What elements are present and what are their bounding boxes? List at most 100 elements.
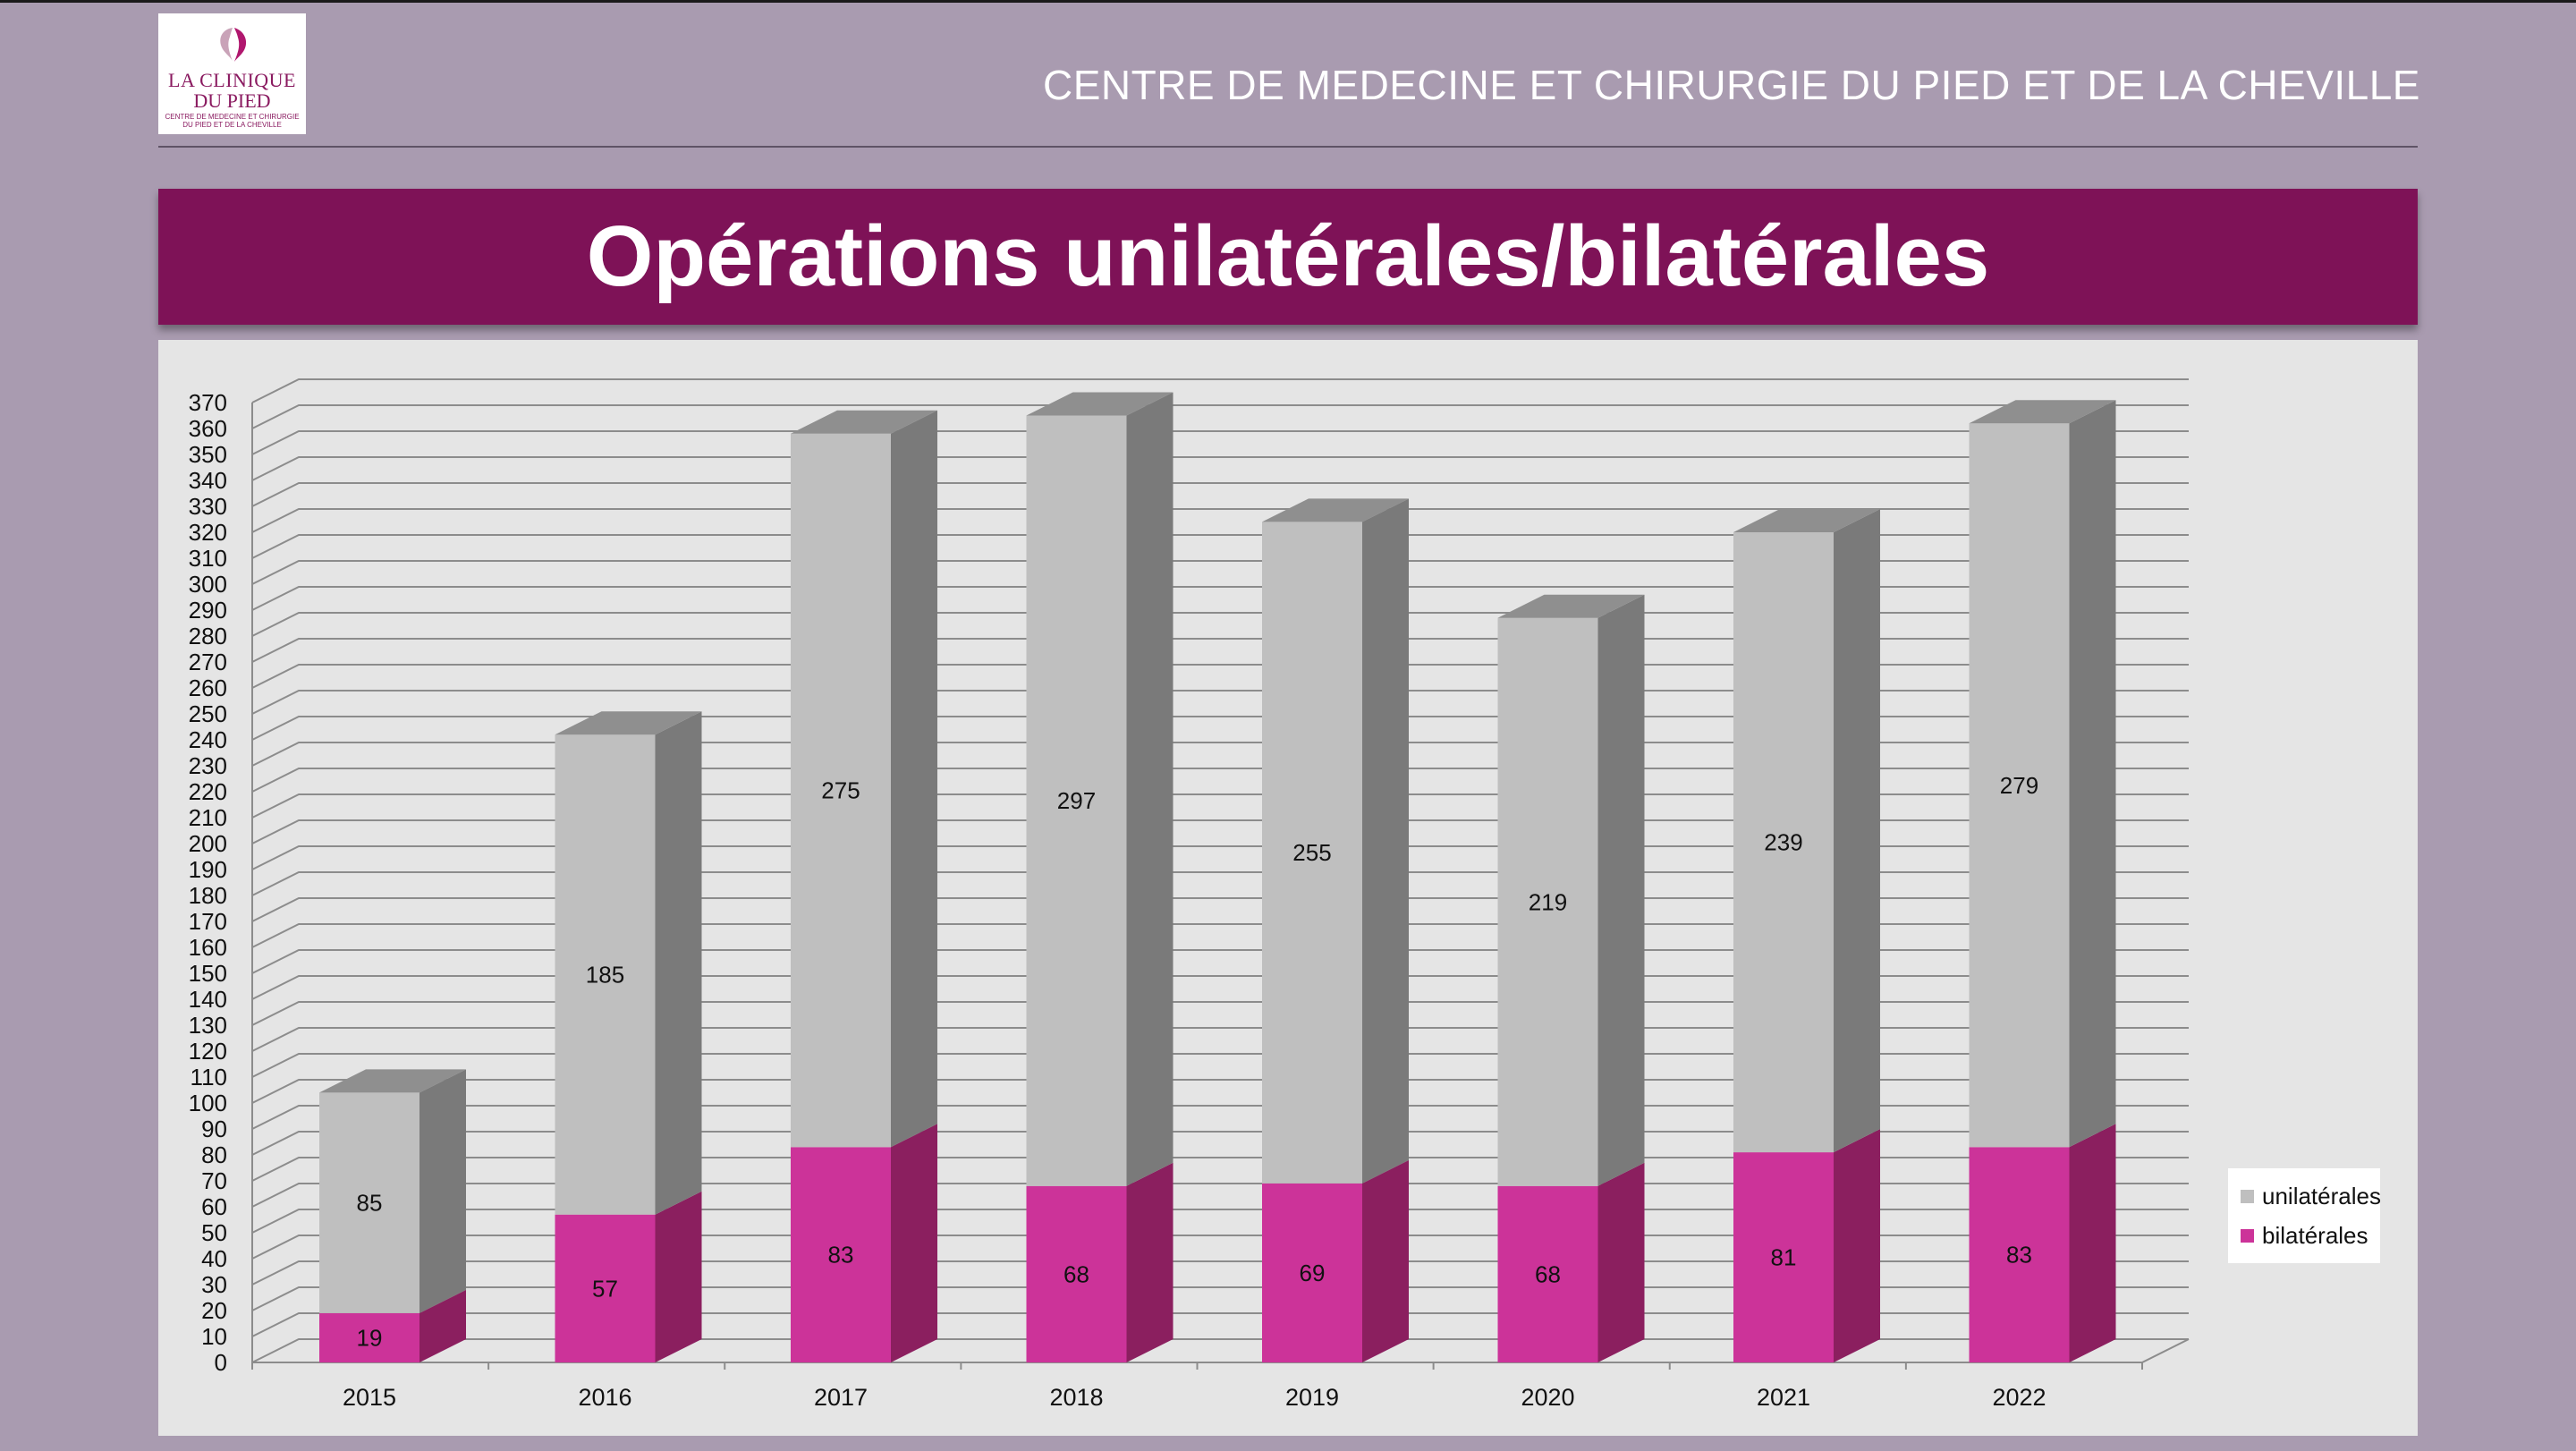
y-tick-label: 350 bbox=[189, 441, 227, 468]
y-tick-label: 160 bbox=[189, 934, 227, 961]
title-banner: Opérations unilatérales/bilatérales bbox=[158, 189, 2418, 325]
bar-bilateral bbox=[319, 1312, 419, 1362]
gridline bbox=[251, 1131, 2189, 1156]
gridline bbox=[251, 1105, 2189, 1130]
gridline bbox=[251, 742, 2189, 767]
gridline bbox=[251, 430, 2189, 455]
bar-bilateral-side bbox=[1126, 1162, 1174, 1362]
gridline bbox=[251, 1079, 2189, 1104]
y-tick-label: 0 bbox=[215, 1349, 227, 1376]
y-tick-label: 300 bbox=[189, 571, 227, 598]
y-tick-label: 80 bbox=[201, 1141, 227, 1168]
gridline bbox=[251, 897, 2189, 922]
logo-subtitle-1: CENTRE DE MEDECINE ET CHIRURGIE bbox=[165, 113, 300, 121]
gridline bbox=[251, 664, 2189, 689]
gridline bbox=[251, 1312, 2189, 1337]
gridline bbox=[251, 1286, 2189, 1311]
gridline bbox=[251, 793, 2189, 819]
y-tick-label: 290 bbox=[189, 597, 227, 624]
y-tick-label: 110 bbox=[191, 1064, 227, 1090]
x-tick-label: 2017 bbox=[814, 1384, 868, 1411]
y-tick-label: 10 bbox=[201, 1323, 227, 1350]
gridline bbox=[251, 845, 2189, 870]
bar-bilateral bbox=[1969, 1147, 2070, 1362]
y-tick-label: 30 bbox=[201, 1271, 227, 1298]
y-tick-label: 130 bbox=[189, 1012, 227, 1039]
chart-panel: 0 10 20 30 40 50 60 70 80 90 100 110 120 130 140 150 160… bbox=[158, 340, 2418, 1436]
data-label-bilateral: 81 bbox=[1771, 1244, 1797, 1271]
x-tick-label: 2019 bbox=[1285, 1384, 1339, 1411]
y-tick-label: 320 bbox=[189, 519, 227, 546]
y-tick-label: 50 bbox=[201, 1219, 227, 1246]
bar-unilateral-side bbox=[1597, 594, 1645, 1186]
legend-label-unilateral: unilatérales bbox=[2262, 1182, 2381, 1209]
legend-item-bilateral: bilatérales bbox=[2241, 1222, 2368, 1249]
bar-unilateral bbox=[791, 433, 891, 1148]
bar-bilateral bbox=[1262, 1183, 1362, 1362]
y-tick-label: 330 bbox=[189, 493, 227, 520]
logo-text-line2: DU PIED bbox=[193, 89, 271, 112]
gridline bbox=[251, 404, 2189, 429]
gridline bbox=[251, 586, 2189, 611]
gridline bbox=[251, 638, 2189, 663]
data-label-unilateral: 85 bbox=[357, 1190, 383, 1217]
y-tick-label: 100 bbox=[189, 1090, 227, 1116]
data-label-unilateral: 239 bbox=[1764, 829, 1802, 856]
bar-bilateral-side bbox=[1834, 1129, 1880, 1362]
data-label-unilateral: 279 bbox=[2000, 772, 2038, 799]
bar-top bbox=[555, 711, 702, 735]
bar-unilateral-side bbox=[1834, 509, 1880, 1153]
x-tick-label: 2021 bbox=[1757, 1384, 1810, 1411]
data-label-unilateral: 219 bbox=[1529, 888, 1567, 915]
gridline bbox=[251, 871, 2189, 896]
y-tick-label: 40 bbox=[201, 1245, 227, 1272]
data-label-bilateral: 19 bbox=[357, 1324, 383, 1351]
y-tick-label: 220 bbox=[189, 778, 227, 805]
header-title: CENTRE DE MEDECINE ET CHIRURGIE DU PIED … bbox=[1042, 62, 2420, 108]
floor-edge bbox=[2141, 1338, 2190, 1363]
gridline bbox=[251, 975, 2189, 1000]
bar-top bbox=[1026, 392, 1174, 416]
bar-bilateral bbox=[791, 1147, 891, 1362]
y-tick-label: 210 bbox=[189, 804, 227, 831]
bar-bilateral bbox=[555, 1214, 656, 1362]
chart-legend: unilatérales bilatérales bbox=[2228, 1168, 2381, 1263]
y-tick-label: 120 bbox=[189, 1038, 227, 1065]
gridline bbox=[251, 612, 2189, 637]
top-border bbox=[0, 0, 2576, 3]
gridline bbox=[251, 1157, 2189, 1182]
bar-bilateral-side bbox=[1362, 1159, 1409, 1362]
gridline bbox=[251, 923, 2189, 948]
bar-unilateral bbox=[1026, 415, 1127, 1186]
gridline bbox=[251, 482, 2189, 507]
gridline bbox=[251, 1027, 2189, 1052]
data-label-unilateral: 275 bbox=[821, 777, 860, 804]
banner-title: Opérations unilatérales/bilatérales bbox=[586, 208, 1990, 304]
bar-unilateral-side bbox=[1362, 498, 1409, 1184]
bar-top bbox=[1733, 509, 1880, 532]
y-tick-label: 240 bbox=[189, 726, 227, 753]
data-label-bilateral: 57 bbox=[592, 1275, 618, 1302]
gridline bbox=[251, 949, 2189, 974]
y-tick-label: 280 bbox=[189, 623, 227, 649]
y-tick-label: 170 bbox=[189, 908, 227, 935]
gridline bbox=[251, 1001, 2189, 1026]
y-tick-label: 230 bbox=[189, 752, 227, 779]
gridline bbox=[251, 1260, 2189, 1286]
legend-swatch-unilateral bbox=[2241, 1189, 2254, 1203]
bar-bilateral-side bbox=[2069, 1124, 2116, 1362]
bar-unilateral-side bbox=[891, 410, 937, 1148]
stacked-bar-chart: 0102030405060708090100110120130140150160… bbox=[189, 378, 2190, 1411]
gridline bbox=[251, 1053, 2189, 1078]
gridline bbox=[251, 1235, 2189, 1260]
x-tick-label: 2016 bbox=[578, 1384, 631, 1411]
data-label-unilateral: 255 bbox=[1292, 839, 1331, 866]
data-label-unilateral: 297 bbox=[1057, 787, 1096, 814]
gridline bbox=[251, 534, 2189, 559]
y-tick-label: 360 bbox=[189, 415, 227, 442]
bar-bilateral-side bbox=[419, 1289, 466, 1362]
bar-unilateral-side bbox=[2069, 400, 2116, 1148]
gridline bbox=[251, 1338, 2189, 1363]
header-divider bbox=[158, 146, 2418, 148]
y-tick-label: 260 bbox=[189, 675, 227, 701]
